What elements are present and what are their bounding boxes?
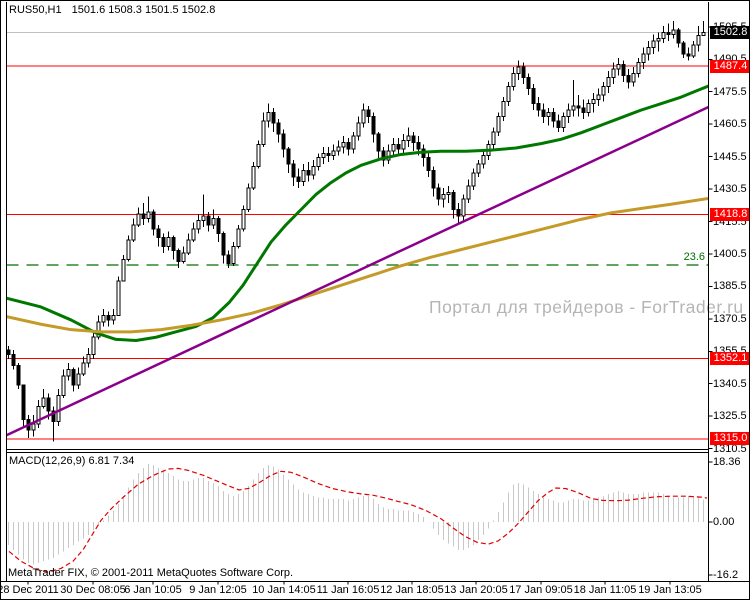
level-price-badge: 1487.4: [710, 59, 749, 73]
macd-axis-label: 18.36: [713, 455, 741, 468]
time-axis-label[interactable]: 12 Jan 18:05: [380, 584, 444, 596]
price-axis-label: 1385.5: [713, 280, 747, 293]
price-axis-label: 1370.5: [713, 312, 747, 325]
time-axis-label[interactable]: 6 Jan 10:05: [124, 584, 182, 596]
ohlc-values: 1501.6 1508.3 1501.5 1502.8: [71, 4, 216, 16]
price-axis-label: 1340.5: [713, 377, 747, 390]
time-axis-label[interactable]: 28 Dec 2011: [0, 584, 59, 596]
main-plot-area[interactable]: [7, 21, 714, 442]
time-axis-label[interactable]: 11 Jan 16:05: [316, 584, 380, 596]
macd-axis-label: 0.00: [713, 516, 735, 528]
symbol-ohlc-header: RUS50,H1 1501.6 1508.3 1501.5 1502.8: [9, 4, 215, 17]
time-axis-label[interactable]: 10 Jan 14:05: [252, 584, 316, 596]
price-axis-label: 1445.5: [713, 150, 747, 163]
macd-signal-line: [8, 467, 708, 573]
current-price-badge: 1502.8: [710, 26, 749, 40]
price-axis-label: 1475.5: [713, 85, 747, 98]
time-axis-label[interactable]: 13 Jan 20:05: [444, 584, 508, 596]
copyright-text: MetaTrader FIX, © 2001-2011 MetaQuotes S…: [8, 567, 294, 579]
watermark-text: Портал для трейдеров - ForTrader.ru: [429, 297, 744, 317]
time-axis-label[interactable]: 30 Dec 08:05: [60, 584, 126, 596]
level-price-badge: 1315.0: [710, 432, 749, 446]
price-axis-label: 1400.5: [713, 247, 747, 260]
time-axis-label[interactable]: 19 Jan 13:05: [638, 584, 702, 596]
fibonacci-level-label: 23.6: [683, 251, 705, 263]
time-axis-label[interactable]: 9 Jan 12:05: [189, 584, 247, 596]
ma-purple-trend[interactable]: [7, 105, 713, 437]
level-price-badge: 1352.1: [710, 352, 749, 366]
ma-gold-slow[interactable]: [7, 196, 713, 334]
price-axis-label: 1460.5: [713, 118, 747, 131]
price-axis-label: 1310.5: [713, 442, 747, 455]
macd-indicator-label: MACD(12,26,9) 6.81 7.34: [9, 455, 135, 467]
ma-green-fast[interactable]: [7, 84, 713, 342]
macd-axis-label: -16.2: [713, 568, 739, 581]
price-axis-label: 1325.5: [713, 410, 747, 423]
macd-plot-area[interactable]: [7, 463, 708, 573]
symbol-period-label: RUS50,H1: [9, 4, 62, 16]
time-axis-label[interactable]: 18 Jan 11:05: [573, 584, 637, 596]
macd-histogram: [7, 463, 705, 565]
level-price-badge: 1418.8: [710, 207, 749, 221]
time-axis-label[interactable]: 17 Jan 09:05: [509, 584, 573, 596]
price-axis-label: 1430.5: [713, 183, 747, 196]
candlestick-series: [7, 21, 706, 442]
